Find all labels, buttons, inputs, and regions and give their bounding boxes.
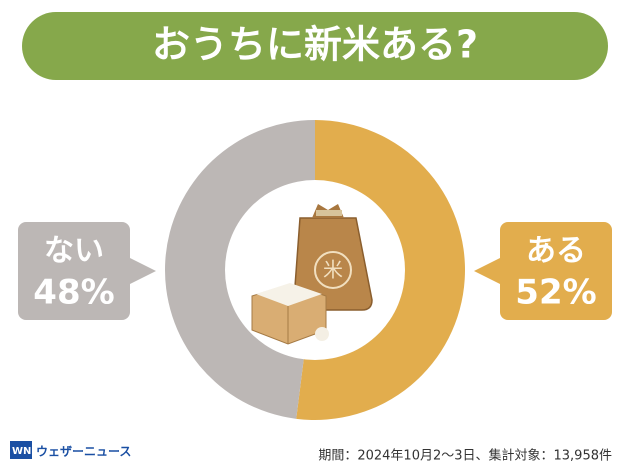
- logo-mark: WN: [12, 446, 31, 457]
- rice-illustration: 米: [251, 204, 373, 345]
- title-banner: [22, 12, 608, 80]
- label-box: [500, 222, 612, 320]
- label-pointer: [474, 258, 500, 284]
- donut-slice: [164, 120, 315, 419]
- label-category: ある: [526, 234, 586, 269]
- footnote: 期間：2024年10月2〜3日、集計対象：13,958件: [318, 448, 612, 464]
- labels: ある 52% ない 48%: [18, 222, 612, 320]
- label-category: ない: [44, 234, 104, 269]
- logo: WN ウェザーニュース: [10, 441, 131, 459]
- label-value: 52%: [515, 273, 596, 313]
- logo-text: ウェザーニュース: [36, 445, 131, 459]
- svg-text:米: 米: [323, 258, 343, 282]
- label-box: [18, 222, 130, 320]
- logo-icon: [10, 441, 32, 459]
- donut: [164, 120, 465, 420]
- chart-title: おうちに新米ある?: [152, 23, 478, 67]
- donut-slice: [296, 120, 465, 420]
- label-pointer: [130, 258, 156, 284]
- label-value: 48%: [33, 273, 114, 313]
